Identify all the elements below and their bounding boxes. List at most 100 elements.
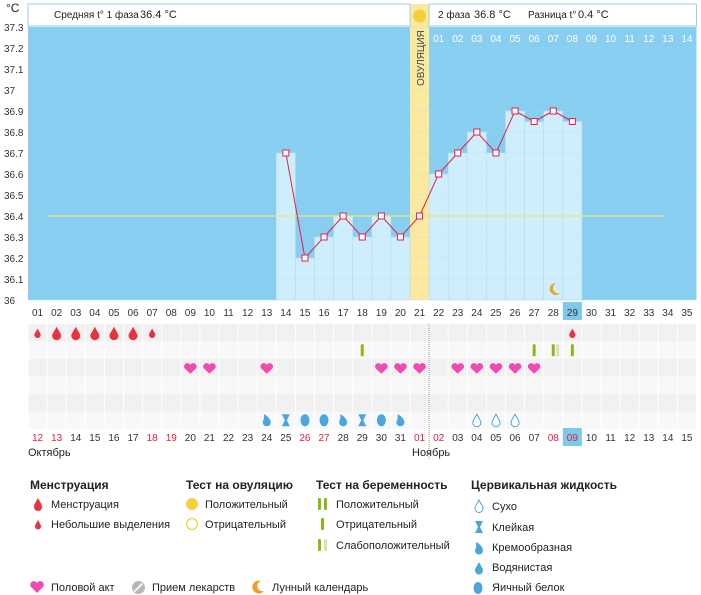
heart-icon xyxy=(413,363,426,374)
moon-icon xyxy=(252,580,264,594)
calendar-date-label: 13 xyxy=(51,433,63,444)
fluid-dry-icon xyxy=(491,413,501,428)
temperature-bar xyxy=(352,236,373,301)
legend-menstruation: Менструация xyxy=(51,499,119,511)
cycle-day-label: 29 xyxy=(567,308,579,319)
cycle-day-label: 28 xyxy=(548,308,560,319)
fluid-sticky-icon xyxy=(358,414,367,427)
temperature-bar xyxy=(562,121,583,301)
heart-icon xyxy=(451,363,465,374)
heart-icon xyxy=(30,581,44,593)
y-tick-label: 36.3 xyxy=(4,233,24,244)
today-cycle-day-highlight xyxy=(562,302,582,320)
calendar-date-label: 05 xyxy=(490,433,502,444)
cycle-day-label: 24 xyxy=(471,308,483,319)
spotting-drop-icon xyxy=(149,328,156,338)
cycle-day-label: 23 xyxy=(452,308,464,319)
menstruation-drop-icon xyxy=(90,326,100,341)
calendar-date-label: 21 xyxy=(204,433,216,444)
legend-intercourse: Половой акт xyxy=(51,582,115,594)
calendar-date-label: 01 xyxy=(414,433,426,444)
temperature-bar xyxy=(486,152,506,301)
pregnancy-test-icon xyxy=(551,344,555,357)
calendar-date-label: 12 xyxy=(32,433,44,444)
today-date-highlight xyxy=(562,428,582,446)
calendar-date-label: 30 xyxy=(376,433,388,444)
cycle-day-label: 06 xyxy=(127,308,139,319)
y-tick-label: 36.9 xyxy=(4,107,24,118)
ovulation-positive-icon xyxy=(186,498,198,510)
phase2-day-label: 11 xyxy=(624,34,635,45)
cycle-day-label: 07 xyxy=(147,308,159,319)
temperature-line xyxy=(285,110,573,260)
fluid-sticky-icon xyxy=(475,521,483,533)
menstruation-drop-icon xyxy=(52,326,62,341)
pregnancy-positive-icon xyxy=(318,498,327,510)
pregnancy-test-icon xyxy=(570,344,574,357)
heart-icon xyxy=(184,363,197,374)
temperature-point xyxy=(454,149,462,157)
temperature-point xyxy=(416,212,424,220)
calendar-date-label: 19 xyxy=(166,433,178,444)
phase2-day-label: 01 xyxy=(433,34,445,45)
temperature-point xyxy=(568,118,576,125)
calendar-date-label: 14 xyxy=(70,433,82,444)
legend-fluid-sticky: Клейкая xyxy=(492,522,535,534)
legend-medication: Прием лекарств xyxy=(152,582,236,594)
cycle-day-label: 04 xyxy=(89,308,101,319)
phase2-value: 36.8 °C xyxy=(474,9,511,21)
cycle-day-label: 31 xyxy=(605,308,617,319)
fluid-eggwhite-icon xyxy=(473,582,483,594)
moon-icon xyxy=(549,282,561,295)
cycle-day-label: 30 xyxy=(586,308,598,319)
calendar-date-label: 11 xyxy=(605,433,616,444)
cycle-day-label: 08 xyxy=(166,308,178,319)
calendar-date-label: 20 xyxy=(185,433,197,444)
temperature-point xyxy=(435,170,443,178)
y-tick-label: 36 xyxy=(4,296,16,307)
calendar-date-label: 31 xyxy=(395,433,407,444)
temperature-point xyxy=(492,149,500,157)
cycle-day-label: 22 xyxy=(433,308,445,319)
calendar-date-label: 24 xyxy=(261,433,273,444)
fluid-dry-icon xyxy=(472,413,482,428)
ovulation-positive-marker xyxy=(413,9,427,23)
cycle-day-label: 05 xyxy=(108,308,120,319)
fluid-watery-icon xyxy=(475,562,483,575)
y-tick-label: 36.4 xyxy=(4,212,24,223)
temperature-point xyxy=(511,107,519,115)
phase2-day-label: 10 xyxy=(605,34,617,45)
heart-icon xyxy=(375,363,388,374)
diff-label: Разница t° xyxy=(528,10,577,21)
fluid-creamy-icon xyxy=(396,414,405,427)
legend-ovulation-negative: Отрицательный xyxy=(205,519,286,531)
phase2-day-label: 05 xyxy=(509,34,521,45)
fluid-eggwhite-icon xyxy=(376,414,386,427)
cycle-day-label: 32 xyxy=(624,308,636,319)
cycle-day-label: 33 xyxy=(643,308,655,319)
phase2-day-label: 09 xyxy=(586,34,598,45)
y-tick-label: 36.8 xyxy=(4,128,24,139)
calendar-date-label: 26 xyxy=(299,433,311,444)
legend-moon: Лунный календарь xyxy=(272,582,369,594)
calendar-date-label: 27 xyxy=(318,433,330,444)
cycle-day-label: 19 xyxy=(376,308,388,319)
y-unit-label: °C xyxy=(6,1,20,15)
calendar-date-label: 10 xyxy=(586,433,598,444)
temperature-point xyxy=(301,254,309,262)
fluid-eggwhite-icon xyxy=(300,414,310,427)
temperature-point xyxy=(358,233,366,241)
temperature-point xyxy=(282,149,290,157)
fluid-creamy-icon xyxy=(339,414,348,427)
legend-spotting: Небольшие выделения xyxy=(51,519,171,531)
temperature-bar xyxy=(524,121,544,301)
pregnancy-test-faint-line xyxy=(556,344,560,357)
heart-icon xyxy=(260,363,274,374)
menstruation-drop-icon xyxy=(71,326,81,341)
heart-icon xyxy=(508,363,522,374)
temperature-point xyxy=(473,128,481,136)
phase2-day-label: 03 xyxy=(471,34,483,45)
diff-value: 0.4 °C xyxy=(578,9,609,21)
y-tick-label: 36.2 xyxy=(4,254,24,265)
cycle-day-label: 18 xyxy=(357,308,369,319)
